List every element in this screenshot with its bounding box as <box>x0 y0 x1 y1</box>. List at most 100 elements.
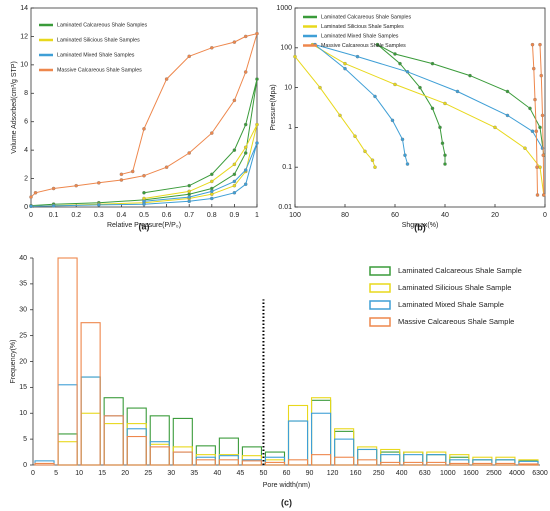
bar <box>195 459 216 466</box>
data-point <box>232 172 237 177</box>
plot-frame <box>294 7 546 208</box>
data-point <box>533 97 537 102</box>
bar <box>357 448 378 466</box>
data-point <box>232 179 237 184</box>
bar <box>426 461 447 466</box>
data-point <box>398 61 402 66</box>
bar <box>80 376 101 466</box>
series-line <box>30 142 258 207</box>
data-point <box>130 169 135 174</box>
x-axis-title: Relative Pressure(P/P₀) <box>107 222 181 229</box>
data-point <box>540 113 545 118</box>
legend-label: Laminated Calcareous Shale Samples <box>57 22 147 28</box>
data-point <box>243 151 248 155</box>
bar <box>149 415 170 466</box>
data-point <box>187 195 191 199</box>
data-point <box>164 77 169 81</box>
x-tick-label: 4000 <box>509 470 525 477</box>
bar <box>57 441 78 466</box>
bar <box>126 423 147 466</box>
y-tick-label: 10 <box>19 410 27 417</box>
data-point <box>338 113 342 118</box>
bar <box>472 459 493 466</box>
x-tick-label: 0.7 <box>184 212 194 219</box>
x-tick-label: 0 <box>31 470 35 477</box>
data-point <box>164 165 169 169</box>
bar <box>172 417 193 466</box>
y-tick-label: 100 <box>280 45 292 52</box>
data-point <box>232 191 237 195</box>
data-point <box>405 70 410 74</box>
data-point <box>393 82 397 87</box>
bar <box>195 456 216 466</box>
data-point <box>373 165 377 169</box>
data-point <box>187 151 191 155</box>
data-point <box>535 193 540 197</box>
bar <box>80 412 101 466</box>
data-point <box>541 153 546 157</box>
data-point <box>142 173 146 178</box>
data-point <box>210 172 214 177</box>
data-point <box>243 182 248 187</box>
x-tick-label: 15 <box>98 470 106 477</box>
x-tick-label: 0.5 <box>139 212 149 219</box>
y-tick-label: 25 <box>19 332 27 339</box>
bar <box>103 397 124 466</box>
data-point <box>97 181 101 185</box>
y-tick-label: 2 <box>24 175 28 182</box>
data-point <box>243 122 248 127</box>
bar <box>449 459 470 466</box>
bar <box>264 461 286 466</box>
x-tick-label: 80 <box>341 212 349 219</box>
data-point <box>505 113 510 118</box>
bar <box>172 446 193 466</box>
data-point <box>232 98 237 103</box>
y-tick-label: 0 <box>23 462 27 469</box>
x-tick-label: 0.8 <box>207 212 217 219</box>
data-point <box>29 195 33 199</box>
x-tick-label: 400 <box>396 470 408 477</box>
bar <box>472 459 493 466</box>
data-point <box>119 178 124 182</box>
x-tick-label: 1 <box>255 212 259 219</box>
bar <box>218 437 239 466</box>
legend-label: Massive Calcareous Shale Sample <box>398 317 514 326</box>
y-tick-label: 0.1 <box>282 164 292 171</box>
bar <box>426 454 447 466</box>
x-tick-label: 50 <box>260 470 268 477</box>
data-point <box>542 193 546 197</box>
bar <box>103 415 124 466</box>
data-point <box>293 54 297 59</box>
x-tick-label: 160 <box>350 470 362 477</box>
y-tick-label: 1000 <box>276 5 292 12</box>
data-point <box>255 141 259 145</box>
series-line <box>294 44 545 196</box>
y-tick-label: 10 <box>284 84 292 91</box>
data-point <box>538 125 542 130</box>
x-tick-label: 45 <box>237 470 245 477</box>
y-tick-label: 10 <box>20 62 28 69</box>
bar <box>149 441 170 466</box>
x-tick-label: 0.4 <box>117 212 127 219</box>
data-point <box>142 127 146 131</box>
data-point <box>505 89 510 94</box>
data-point <box>318 85 322 90</box>
data-point <box>440 141 445 145</box>
data-point <box>187 199 191 204</box>
bar <box>380 451 401 466</box>
x-axis-title: Shgmax(%) <box>402 222 439 229</box>
x-axis-title: Pore width(nm) <box>263 482 310 489</box>
x-tick-label: 20 <box>121 470 129 477</box>
data-point <box>393 52 397 56</box>
bar <box>334 438 355 466</box>
bar <box>380 461 401 466</box>
x-tick-label: 40 <box>441 212 449 219</box>
data-point <box>232 148 237 152</box>
legend-label: Laminated Calcareous Shale Sample <box>398 266 522 275</box>
bar <box>287 459 309 466</box>
data-point <box>255 31 259 36</box>
data-point <box>210 46 214 50</box>
legend-label: Laminated Calcareous Shale Samples <box>321 14 411 20</box>
bar <box>403 451 424 466</box>
